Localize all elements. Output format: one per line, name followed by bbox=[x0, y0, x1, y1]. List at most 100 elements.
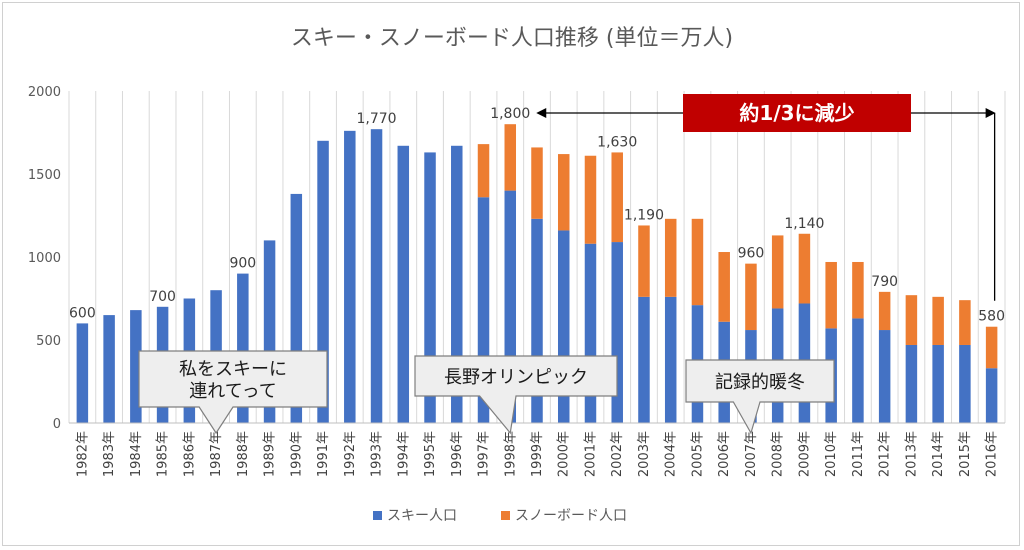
x-tick-label: 2015年 bbox=[958, 431, 973, 477]
axes: 0 500 1000 1500 2000 1982年 1983年 1984年 1985年 1986… bbox=[28, 85, 1005, 477]
bar-ski bbox=[664, 296, 677, 423]
data-label: 700 bbox=[149, 289, 176, 305]
bar-ski bbox=[611, 242, 623, 423]
chart-svg: スキー・スノーボード人口推移 (単位＝万人) 0 500 1000 1500 2000 1… bbox=[28, 26, 1006, 524]
data-label: 900 bbox=[229, 256, 256, 272]
bar-ski bbox=[397, 145, 410, 423]
callout-text: 連れてって bbox=[189, 381, 276, 402]
data-label: 580 bbox=[978, 309, 1005, 325]
x-tick-label: 1988年 bbox=[236, 431, 251, 477]
data-label: 1,630 bbox=[597, 134, 637, 150]
callout-text: 記録的暖冬 bbox=[715, 372, 805, 393]
x-tick-label: 1990年 bbox=[289, 431, 304, 477]
data-label: 790 bbox=[871, 274, 898, 290]
data-label: 600 bbox=[69, 305, 96, 321]
bar-snowboard bbox=[985, 326, 998, 369]
banner-box bbox=[683, 94, 911, 132]
bar-ski bbox=[638, 296, 650, 423]
x-tick-label: 2014年 bbox=[931, 431, 946, 477]
x-tick-label: 1987年 bbox=[209, 431, 224, 477]
bar-ski bbox=[905, 344, 918, 423]
chart-title: スキー・スノーボード人口推移 (単位＝万人) bbox=[291, 26, 733, 51]
y-tick-label: 2000 bbox=[28, 85, 61, 100]
x-tick-label: 2002年 bbox=[610, 431, 625, 477]
bar-snowboard bbox=[638, 225, 650, 297]
bar-ski bbox=[263, 240, 276, 423]
bar-ski bbox=[237, 273, 249, 423]
bar-snowboard bbox=[959, 300, 971, 345]
arrowhead-right bbox=[985, 108, 996, 118]
bar-ski bbox=[878, 330, 891, 423]
x-tick-label: 2008年 bbox=[771, 431, 786, 477]
bar-ski bbox=[290, 193, 303, 423]
data-label: 1,770 bbox=[356, 111, 396, 127]
legend: スキー人口 スノーボード人口 bbox=[373, 508, 627, 524]
x-tick-label: 2007年 bbox=[744, 431, 759, 477]
bar-snowboard bbox=[745, 263, 757, 331]
bar-ski bbox=[852, 318, 864, 423]
x-tick-label: 1991年 bbox=[316, 431, 331, 477]
bar-snowboard bbox=[531, 147, 543, 219]
data-label: 1,140 bbox=[784, 216, 824, 232]
callout-bubble bbox=[685, 359, 835, 435]
bar-snowboard bbox=[771, 235, 784, 309]
x-tick-label: 1992年 bbox=[343, 431, 358, 477]
bar-snowboard bbox=[798, 233, 811, 304]
bar-snowboard bbox=[611, 152, 623, 243]
bar-ski bbox=[370, 129, 383, 423]
x-tick-label: 2011年 bbox=[851, 431, 866, 477]
bar-snowboard bbox=[504, 124, 517, 191]
bar-snowboard bbox=[878, 291, 891, 331]
bar-ski bbox=[584, 243, 597, 423]
x-tick-label: 1993年 bbox=[370, 431, 385, 477]
bar-snowboard bbox=[584, 155, 597, 244]
x-tick-label: 2009年 bbox=[797, 431, 812, 477]
data-label: 1,190 bbox=[624, 207, 664, 223]
x-tick-label: 2012年 bbox=[878, 431, 893, 477]
bar-ski bbox=[424, 152, 436, 424]
data-label: 1,800 bbox=[490, 106, 530, 122]
x-tick-label: 2000年 bbox=[557, 431, 572, 477]
x-tick-label: 2004年 bbox=[664, 431, 679, 477]
x-tick-label: 1996年 bbox=[450, 431, 465, 477]
bar-snowboard bbox=[664, 218, 677, 297]
x-tick-label: 2016年 bbox=[985, 431, 1000, 477]
x-tick-label: 2010年 bbox=[824, 431, 839, 477]
x-tick-label: 1994年 bbox=[396, 431, 411, 477]
x-tick-label: 2005年 bbox=[690, 431, 705, 477]
bar-ski bbox=[130, 310, 142, 423]
bar-ski bbox=[317, 140, 329, 424]
bar-snowboard bbox=[718, 252, 730, 322]
x-tick-label: 2003年 bbox=[637, 431, 652, 477]
legend-swatch-snowboard bbox=[501, 511, 510, 520]
bar-ski bbox=[557, 230, 570, 423]
y-tick-label: 1500 bbox=[28, 168, 61, 183]
x-tick-label: 1985年 bbox=[156, 431, 171, 477]
x-tick-label: 2013年 bbox=[904, 431, 919, 477]
data-label: 960 bbox=[738, 246, 765, 262]
y-tick-label: 1000 bbox=[28, 251, 61, 266]
bar-snowboard bbox=[932, 296, 944, 345]
data-labels: 600 700 900 1,770 1,800 1,630 1,190 960 1,140 790… bbox=[69, 106, 1005, 325]
bar-snowboard bbox=[852, 261, 864, 319]
bar-snowboard bbox=[825, 261, 837, 329]
bar-ski bbox=[531, 218, 543, 423]
x-tick-label: 2001年 bbox=[583, 431, 598, 477]
x-tick-label: 1989年 bbox=[263, 431, 278, 477]
bar-ski bbox=[959, 344, 971, 423]
bar-ski bbox=[932, 344, 944, 423]
x-tick-label: 1982年 bbox=[75, 431, 90, 477]
bar-snowboard bbox=[905, 295, 918, 345]
bar-ski bbox=[103, 315, 115, 423]
bar-ski bbox=[504, 190, 517, 423]
x-tick-label: 1997年 bbox=[477, 431, 492, 477]
bar-ski bbox=[985, 368, 998, 423]
bar-ski bbox=[477, 197, 490, 423]
banner-text: 約1/3に減少 bbox=[739, 101, 854, 125]
x-tick-label: 1984年 bbox=[129, 431, 144, 477]
bar-ski bbox=[451, 145, 463, 423]
legend-label: スキー人口 bbox=[387, 508, 457, 524]
bar-ski bbox=[76, 323, 89, 423]
